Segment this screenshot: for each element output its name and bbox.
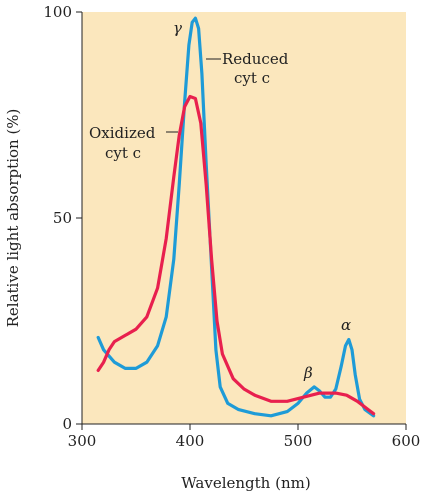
reduced-cyt-label: cyt c bbox=[234, 69, 270, 87]
oxidized-cyt-label: cyt c bbox=[105, 144, 141, 162]
gamma-label: γ bbox=[173, 19, 182, 37]
oxidized-cyt-c-curve bbox=[96, 94, 376, 416]
alpha-label: α bbox=[341, 316, 351, 334]
x-tick-label: 600 bbox=[392, 432, 421, 450]
y-axis-title: Relative light absorption (%) bbox=[4, 109, 22, 328]
oxidized-label: Oxidized bbox=[89, 124, 156, 142]
x-tick-label: 400 bbox=[176, 432, 205, 450]
reduced-label: Reduced bbox=[222, 50, 289, 68]
y-tick-label: 50 bbox=[53, 209, 72, 227]
reduced-cyt-c-curve bbox=[96, 16, 376, 418]
x-tick-label: 300 bbox=[68, 432, 97, 450]
beta-label: β bbox=[303, 364, 313, 382]
x-tick-label: 500 bbox=[284, 432, 313, 450]
y-tick-label: 100 bbox=[43, 3, 72, 21]
y-tick-label: 0 bbox=[62, 415, 72, 433]
x-axis-title: Wavelength (nm) bbox=[181, 474, 310, 492]
